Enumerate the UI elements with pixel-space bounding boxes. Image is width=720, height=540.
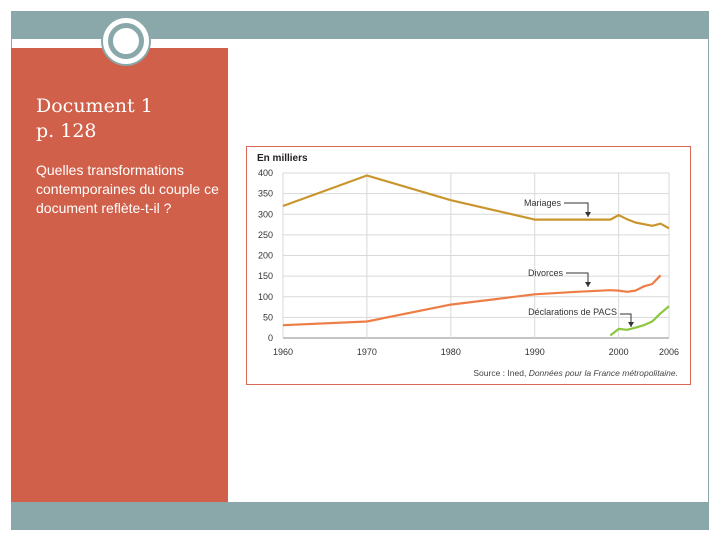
y-tick-label: 200 [258,251,273,261]
series-lines [282,174,670,337]
source-prefix: Source : Ined, [473,368,528,378]
annotation-arrow-head [628,322,634,327]
y-tick-label: 0 [268,333,273,343]
unit-label: En milliers [257,153,308,164]
side-panel [11,48,228,502]
x-tick-labels: 1960 1970 1980 1990 2000 2006 [273,347,679,357]
slide-question: Quelles transformations contemporaines d… [36,162,219,216]
y-tick-label: 400 [258,168,273,178]
source-note: Source : Ined, Données pour la France mé… [473,368,678,378]
x-tick-label: 1990 [525,347,545,357]
grid [282,172,670,339]
annotation-arrow-head [585,282,591,287]
y-tick-label: 150 [258,271,273,281]
annotation-arrow-line [566,272,589,287]
bottom-bar [11,502,709,530]
title-line-2: p. 128 [36,120,97,142]
x-tick-label: 1970 [357,347,377,357]
series-label: Divorces [528,268,564,278]
x-tick-label: 1960 [273,347,293,357]
ring-icon [101,16,151,66]
ring-inner [108,23,144,59]
series-line [282,174,670,230]
y-tick-label: 350 [258,189,273,199]
series-line [282,274,662,327]
y-tick-label: 250 [258,230,273,240]
slide-title: Document 1 p. 128 [36,94,216,144]
x-tick-label: 2006 [659,347,679,357]
annotation-arrow-head [585,212,591,217]
x-tick-label: 1980 [441,347,461,357]
x-tick-label: 2000 [609,347,629,357]
y-tick-labels: 0 50 100 150 200 250 300 350 400 [258,168,273,343]
series-line [609,305,670,337]
title-line-1: Document 1 [36,95,153,117]
y-tick-label: 100 [258,292,273,302]
annotation-arrow-line [620,313,632,327]
chart-container: En milliers 0 50 100 150 200 250 300 350 400 196… [246,146,691,385]
annotations: Mariages Divorces Déclarations de PACS [524,198,634,327]
line-chart: En milliers 0 50 100 150 200 250 300 350 400 196… [257,153,679,378]
series-label: Mariages [524,198,562,208]
y-tick-label: 300 [258,209,273,219]
series-label: Déclarations de PACS [528,307,617,317]
annotation-arrow-line [564,202,589,217]
source-italic: Données pour la France métropolitaine. [529,368,678,378]
y-tick-label: 50 [263,312,273,322]
